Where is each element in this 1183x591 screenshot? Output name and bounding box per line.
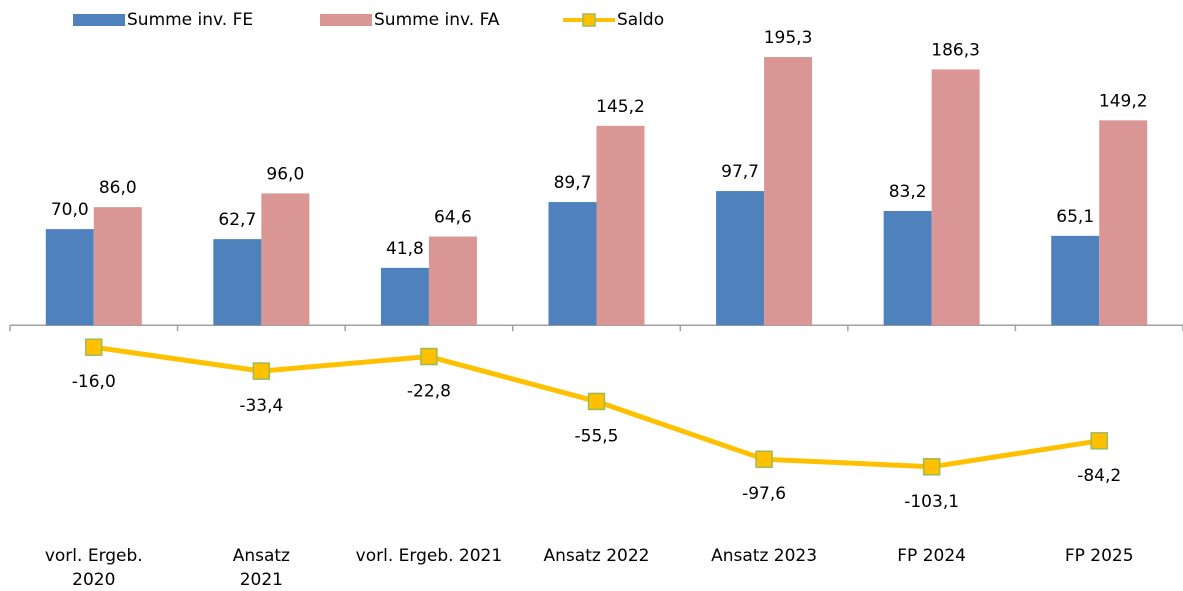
data-label: -103,1 [904, 492, 959, 512]
marker [420, 347, 438, 366]
data-label: 195,3 [764, 28, 813, 48]
bar [931, 69, 980, 326]
bar [380, 267, 429, 326]
legend-label: Summe inv. FA [374, 10, 500, 30]
marker [922, 458, 941, 476]
data-label: 83,2 [889, 182, 927, 202]
bar [1051, 235, 1100, 326]
bar [764, 57, 813, 326]
data-label: -33,4 [239, 396, 283, 416]
x-tick-label: vorl. Ergeb. 2021 [356, 546, 503, 566]
bar [261, 193, 310, 326]
data-label: 86,0 [99, 178, 137, 198]
data-label: 97,7 [721, 162, 759, 182]
x-tick-label: Ansatz 2023 [711, 546, 817, 566]
marker [252, 362, 271, 380]
legend-swatch [73, 14, 125, 26]
bar [213, 239, 262, 326]
marker [1090, 432, 1108, 450]
legend-swatch [320, 14, 372, 26]
x-tick-label: Ansatz 2021 [233, 546, 290, 590]
data-label: 62,7 [218, 210, 256, 230]
legend-label: Saldo [617, 10, 664, 30]
data-label: -55,5 [575, 426, 619, 446]
data-label: -84,2 [1077, 466, 1121, 486]
data-label: 149,2 [1099, 91, 1148, 111]
marker [755, 450, 773, 468]
data-label: -22,8 [407, 382, 451, 402]
x-tick-label: Ansatz 2022 [544, 546, 650, 566]
legend-label: Summe inv. FE [127, 10, 253, 30]
data-label: 41,8 [386, 239, 424, 259]
bar [716, 191, 765, 326]
legend-marker [582, 13, 596, 27]
bar [93, 207, 142, 326]
x-tick-label: vorl. Ergeb. 2020 [45, 546, 143, 590]
marker [587, 392, 606, 411]
bar [1099, 120, 1148, 326]
data-label: 64,6 [434, 208, 472, 228]
bar [548, 202, 597, 326]
bar [883, 210, 932, 326]
data-label: 96,0 [266, 164, 304, 184]
data-label: 186,3 [931, 40, 980, 60]
data-label: 89,7 [554, 173, 592, 193]
x-tick-label: FP 2025 [1065, 546, 1134, 566]
data-label: -97,6 [742, 484, 786, 504]
data-label: 70,0 [51, 200, 89, 220]
marker [85, 338, 103, 356]
bar [428, 236, 477, 326]
data-label: 65,1 [1056, 207, 1094, 227]
bar [45, 229, 94, 326]
data-label: 145,2 [596, 97, 645, 117]
bar [596, 125, 645, 326]
data-label: -16,0 [72, 372, 116, 392]
x-tick-label: FP 2024 [897, 546, 966, 566]
